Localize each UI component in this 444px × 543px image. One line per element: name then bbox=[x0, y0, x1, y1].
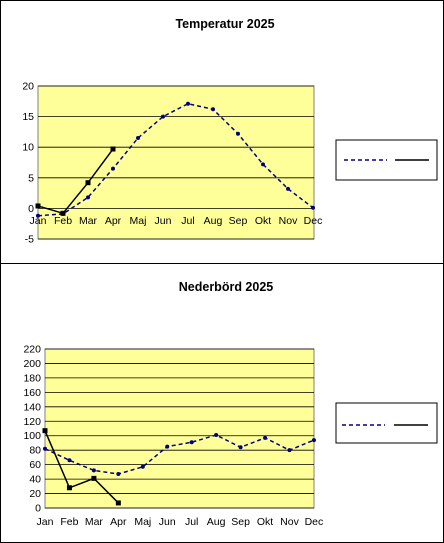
data-point bbox=[140, 464, 145, 469]
data-point bbox=[66, 485, 72, 491]
y-tick-label: 0 bbox=[28, 203, 34, 215]
x-tick-label: Feb bbox=[54, 215, 72, 227]
y-tick-label: 5 bbox=[28, 172, 34, 184]
y-tick-label: 200 bbox=[23, 358, 41, 370]
data-point bbox=[214, 433, 219, 438]
data-point bbox=[60, 210, 66, 216]
series-line-solid bbox=[37, 148, 114, 215]
legend bbox=[335, 139, 438, 181]
data-point bbox=[110, 146, 116, 152]
y-tick-label: 60 bbox=[29, 459, 41, 471]
x-tick-label: Nov bbox=[280, 516, 299, 528]
x-tick-label: Dec bbox=[305, 516, 324, 528]
plot-area bbox=[44, 348, 315, 509]
data-point bbox=[238, 445, 243, 450]
x-tick-label: Jul bbox=[181, 215, 194, 227]
temperature-chart: Temperatur 2025 -5 0 5 10 15 20 Jan Feb Mar Apr Ma… bbox=[22, 17, 438, 246]
y-tick-label: 100 bbox=[23, 430, 41, 442]
data-point bbox=[43, 446, 47, 451]
y-tick-label: 80 bbox=[29, 445, 41, 457]
data-point bbox=[111, 166, 115, 171]
legend bbox=[335, 402, 438, 444]
x-tick-label: Aug bbox=[204, 215, 223, 227]
x-tick-label: Nov bbox=[279, 215, 298, 227]
x-tick-label: Maj bbox=[134, 516, 151, 528]
series-line-dashed bbox=[37, 102, 314, 217]
x-tick-label: Apr bbox=[105, 215, 122, 227]
precipitation-chart-panel: Nederbörd 2025 0 20 40 60 80 100 120 140 160 180 2… bbox=[0, 263, 444, 543]
data-point bbox=[287, 448, 292, 453]
data-point bbox=[286, 186, 290, 191]
data-point bbox=[311, 205, 315, 210]
x-tick-label: Okt bbox=[255, 215, 271, 227]
x-tick-label: Jul bbox=[185, 516, 198, 528]
x-tick-label: Sep bbox=[229, 215, 248, 227]
x-tick-label: Aug bbox=[207, 516, 226, 528]
data-point bbox=[211, 107, 215, 112]
x-tick-label: Jun bbox=[155, 215, 172, 227]
y-tick-label: 160 bbox=[23, 387, 41, 399]
data-point bbox=[263, 435, 268, 440]
data-point bbox=[136, 136, 140, 141]
data-point bbox=[236, 131, 240, 136]
data-point bbox=[261, 162, 265, 167]
precipitation-chart: Nederbörd 2025 0 20 40 60 80 100 120 140 160 180 2… bbox=[23, 280, 438, 528]
data-point bbox=[116, 472, 121, 477]
chart-title: Temperatur 2025 bbox=[175, 17, 274, 31]
x-tick-label: Jan bbox=[37, 516, 54, 528]
data-point bbox=[85, 180, 91, 186]
data-point bbox=[35, 203, 41, 209]
y-tick-label: 140 bbox=[23, 401, 41, 413]
data-point bbox=[91, 468, 96, 473]
chart-title: Nederbörd 2025 bbox=[179, 280, 274, 294]
temperature-chart-panel: Temperatur 2025 -5 0 5 10 15 20 Jan Feb Mar Apr Ma… bbox=[0, 0, 444, 264]
y-tick-label: 10 bbox=[22, 142, 34, 154]
y-tick-label: 180 bbox=[23, 372, 41, 384]
data-point bbox=[36, 213, 40, 218]
x-tick-label: Jan bbox=[30, 215, 47, 227]
series-line-solid bbox=[44, 430, 119, 504]
x-tick-label: Dec bbox=[304, 215, 323, 227]
data-point bbox=[67, 458, 72, 463]
x-tick-label: Sep bbox=[231, 516, 250, 528]
plot-area bbox=[37, 85, 315, 240]
y-tick-label: 120 bbox=[23, 416, 41, 428]
data-point bbox=[189, 440, 194, 445]
data-point bbox=[165, 444, 170, 449]
y-tick-label: 40 bbox=[29, 474, 41, 486]
x-tick-label: Maj bbox=[130, 215, 147, 227]
data-point bbox=[161, 114, 165, 119]
y-tick-label: 220 bbox=[23, 344, 41, 356]
x-tick-label: Mar bbox=[79, 215, 98, 227]
series-line-dashed bbox=[44, 434, 315, 475]
data-point bbox=[91, 475, 97, 481]
y-tick-label: 0 bbox=[35, 503, 41, 515]
data-point bbox=[186, 101, 190, 106]
data-point bbox=[42, 428, 48, 434]
y-tick-label: 20 bbox=[29, 488, 41, 500]
x-tick-label: Okt bbox=[257, 516, 273, 528]
data-point bbox=[86, 195, 90, 200]
x-tick-label: Feb bbox=[60, 516, 78, 528]
y-tick-label: 15 bbox=[22, 111, 34, 123]
x-tick-label: Apr bbox=[110, 516, 127, 528]
y-tick-label: -5 bbox=[25, 234, 34, 246]
x-tick-label: Mar bbox=[85, 516, 104, 528]
data-point bbox=[115, 500, 121, 506]
data-point bbox=[311, 438, 316, 443]
x-tick-label: Jun bbox=[159, 516, 176, 528]
y-tick-label: 20 bbox=[22, 81, 34, 93]
